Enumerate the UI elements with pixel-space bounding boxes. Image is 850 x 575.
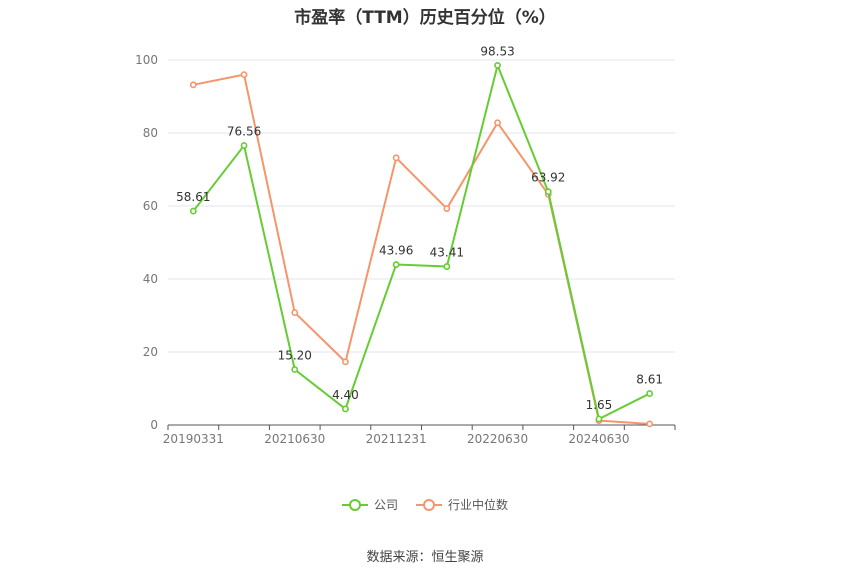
legend-item-industry-median[interactable]: 行业中位数 <box>416 496 508 513</box>
x-tick-label: 20220630 <box>467 432 528 446</box>
company-point <box>544 188 552 196</box>
industry-point <box>494 119 501 127</box>
legend: 公司 行业中位数 <box>0 496 850 513</box>
company-point <box>392 261 400 268</box>
legend-item-company[interactable]: 公司 <box>341 496 398 513</box>
x-tick-label: 20240630 <box>568 432 629 446</box>
data-label: 76.56 <box>227 125 261 139</box>
source-note: 数据来源：恒生聚源 <box>366 550 484 565</box>
company-point <box>342 405 349 413</box>
industry-point <box>240 71 248 78</box>
data-label: 43.41 <box>430 246 464 260</box>
chart-title: 市盈率（TTM）历史百分位（%） <box>294 8 556 28</box>
y-tick-label: 40 <box>143 272 158 286</box>
company-point <box>291 366 299 373</box>
y-tick-label: 0 <box>150 418 158 432</box>
data-label: 15.20 <box>278 349 312 363</box>
legend-industry-label: 行业中位数 <box>448 498 509 512</box>
company-point <box>646 390 654 397</box>
company-point <box>240 142 248 149</box>
data-label: 58.61 <box>176 190 210 204</box>
legend-industry-marker <box>416 498 442 512</box>
y-tick-label: 20 <box>143 345 158 359</box>
industry-point <box>392 154 400 162</box>
industry-series-line <box>193 73 650 425</box>
legend-company-label: 公司 <box>373 498 398 512</box>
company-point <box>443 263 451 270</box>
industry-point <box>189 81 197 89</box>
industry-point <box>291 309 299 316</box>
data-label: 43.96 <box>379 244 413 258</box>
data-label: 98.53 <box>480 44 514 58</box>
industry-point <box>646 420 654 428</box>
y-tick-label: 80 <box>143 126 158 140</box>
industry-point <box>342 358 349 366</box>
x-tick-label: 20190331 <box>163 432 224 446</box>
company-series-line <box>192 64 651 420</box>
legend-company-marker <box>341 498 368 512</box>
data-label: 63.92 <box>531 171 565 185</box>
y-tick-label: 60 <box>143 199 158 213</box>
company-point <box>189 207 197 215</box>
industry-point <box>443 205 451 212</box>
data-label: 4.40 <box>332 388 359 402</box>
data-label: 1.65 <box>586 398 613 412</box>
x-tick-label: 20211231 <box>366 432 427 446</box>
company-point <box>595 415 603 423</box>
data-label: 8.61 <box>636 373 663 387</box>
company-point <box>494 61 501 69</box>
y-tick-label: 100 <box>135 53 158 67</box>
x-tick-label: 20210630 <box>264 432 325 446</box>
